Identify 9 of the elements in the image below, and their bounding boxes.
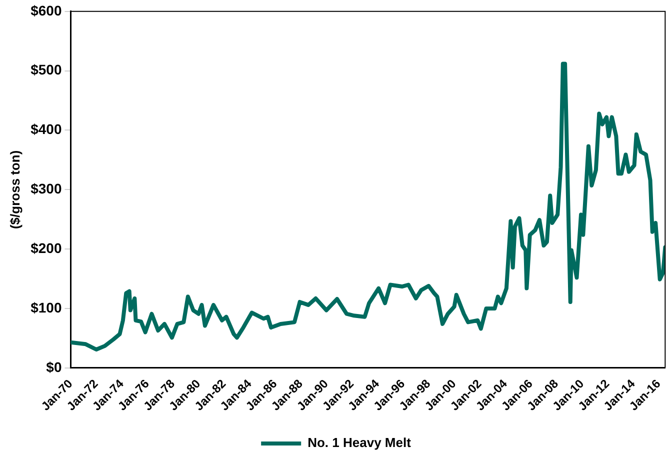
y-axis-title: ($/gross ton) [7,150,22,230]
y-tick-label: $500 [30,62,62,78]
y-tick-label: $400 [30,121,62,138]
y-tick-label: $0 [46,358,62,375]
y-tick-label: $300 [30,180,62,197]
y-tick-label: $600 [30,2,62,18]
y-tick-label: $100 [30,299,62,316]
y-tick-label: $200 [30,240,62,256]
legend-label: No. 1 Heavy Melt [308,435,412,450]
